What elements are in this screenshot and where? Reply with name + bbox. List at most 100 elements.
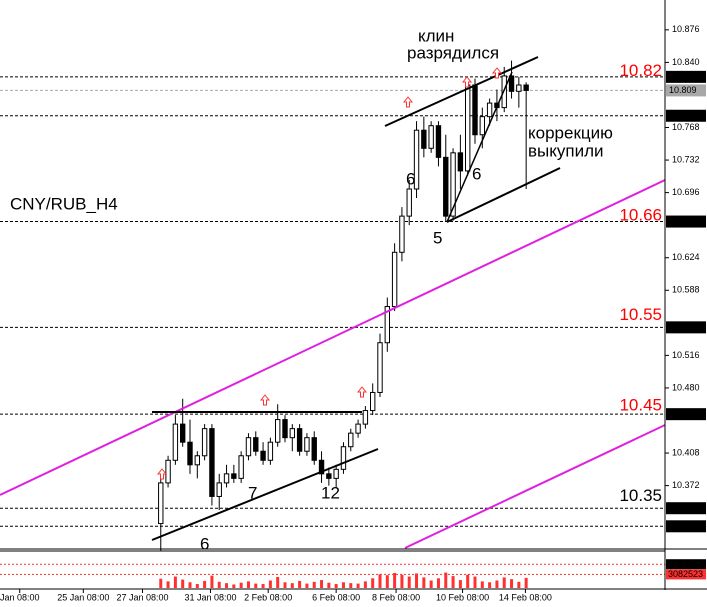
volume-bar <box>385 575 389 588</box>
candle-body <box>296 428 303 452</box>
level-note: 10.45 <box>619 396 662 415</box>
volume-box <box>666 569 706 580</box>
y-tick-label: 10.372 <box>672 480 700 490</box>
wave-label: 6 <box>472 164 481 183</box>
candle-body <box>311 437 317 461</box>
wave-label: 7 <box>248 483 257 502</box>
level-note: 10.35 <box>619 486 662 505</box>
price-label: 10.547 <box>669 322 697 332</box>
y-tick-label: 10.588 <box>672 285 700 295</box>
channel-line <box>404 424 666 549</box>
price-label: 10.809 <box>669 85 697 95</box>
x-tick-label: 6 Feb 08:00 <box>312 592 360 602</box>
volume-bar <box>466 574 470 588</box>
volume-bar <box>254 583 258 588</box>
candle-body <box>465 84 471 172</box>
price-label: 10.781 <box>669 110 697 120</box>
wedge-line <box>384 56 539 127</box>
volume-bar <box>341 582 345 588</box>
candle-body <box>413 129 420 190</box>
volume-bar <box>517 581 521 588</box>
wave-label: 5 <box>433 228 442 247</box>
volume-bar <box>458 580 462 588</box>
candle-body <box>399 215 405 253</box>
price-box <box>666 70 706 83</box>
volume-bar <box>290 583 294 588</box>
price-label: 10.451 <box>669 409 697 419</box>
signal-arrows <box>156 67 503 480</box>
candle-body <box>384 306 391 344</box>
candle-body <box>472 84 478 136</box>
wedge-line <box>151 448 379 541</box>
volume-bar <box>349 583 353 588</box>
candle-body <box>275 419 281 443</box>
chart-title: CNY/RUB_H4 <box>10 194 118 213</box>
candle-body <box>172 423 179 461</box>
candle-body <box>238 455 244 479</box>
candle-body <box>435 125 442 158</box>
volume-bar <box>195 584 199 588</box>
price-label: 10.664 <box>669 216 697 226</box>
wedge-line <box>446 71 513 223</box>
volume-bar <box>422 577 426 588</box>
price-box <box>666 321 706 334</box>
x-tick-label: 14 Feb 08:00 <box>499 592 552 602</box>
frame <box>0 0 707 590</box>
candle-body <box>428 125 434 149</box>
candle-body <box>267 441 274 461</box>
volume-bar <box>363 581 367 588</box>
price-label: 10.347 <box>669 503 697 513</box>
volume-box <box>666 559 706 570</box>
candle-body <box>223 473 230 484</box>
level-note: 10.55 <box>619 305 662 324</box>
price-box <box>666 109 706 122</box>
volume-tick-label: 3082523 <box>668 569 703 579</box>
annotation: клин <box>418 26 454 45</box>
candle-body <box>362 410 369 425</box>
volume-bar <box>320 580 324 588</box>
candle-body <box>479 116 486 136</box>
volume-bar <box>436 578 440 588</box>
candle-body <box>253 437 259 452</box>
arrow <box>156 468 168 480</box>
volume-bar <box>334 584 338 588</box>
candle-body <box>260 450 266 461</box>
candle-body <box>406 188 412 217</box>
volume-bar <box>188 582 192 588</box>
volume-bar <box>312 581 316 588</box>
volume-bar <box>232 584 236 588</box>
candle-body <box>340 446 347 470</box>
volume-bar <box>524 577 528 588</box>
channel-line <box>0 179 666 496</box>
candle-body <box>304 437 310 452</box>
candle-body <box>486 102 493 118</box>
volume-bar <box>415 573 419 588</box>
y-tick-label: 10.732 <box>672 154 700 164</box>
volume-bar <box>261 584 265 588</box>
y-tick-label: 10.516 <box>672 350 700 360</box>
volume-bar <box>225 583 229 588</box>
arrow <box>356 386 368 398</box>
x-tick-label: 27 Jan 08:00 <box>116 592 168 602</box>
volume-bar <box>400 574 404 588</box>
volume-bar <box>173 576 177 588</box>
x-tick-label: 31 Jan 08:00 <box>184 592 236 602</box>
volume-bar <box>246 581 250 588</box>
x-tick-label: 2 Feb 08:00 <box>244 592 292 602</box>
candle-body <box>348 432 354 448</box>
arrow <box>461 76 473 88</box>
candle-body <box>194 455 201 466</box>
annotation: разрядился <box>407 43 499 62</box>
y-tick-label: 10.840 <box>672 57 700 67</box>
volume-bar <box>488 582 492 588</box>
candle-body <box>391 251 398 308</box>
volume-bar <box>239 582 243 588</box>
x-tick-label: 8 Feb 08:00 <box>372 592 420 602</box>
volume-bar <box>495 580 499 588</box>
volume-bar <box>502 577 506 588</box>
price-box <box>666 520 706 533</box>
volume-bar <box>298 580 302 588</box>
candle-body <box>443 156 449 217</box>
wave-label: 12 <box>321 483 340 502</box>
